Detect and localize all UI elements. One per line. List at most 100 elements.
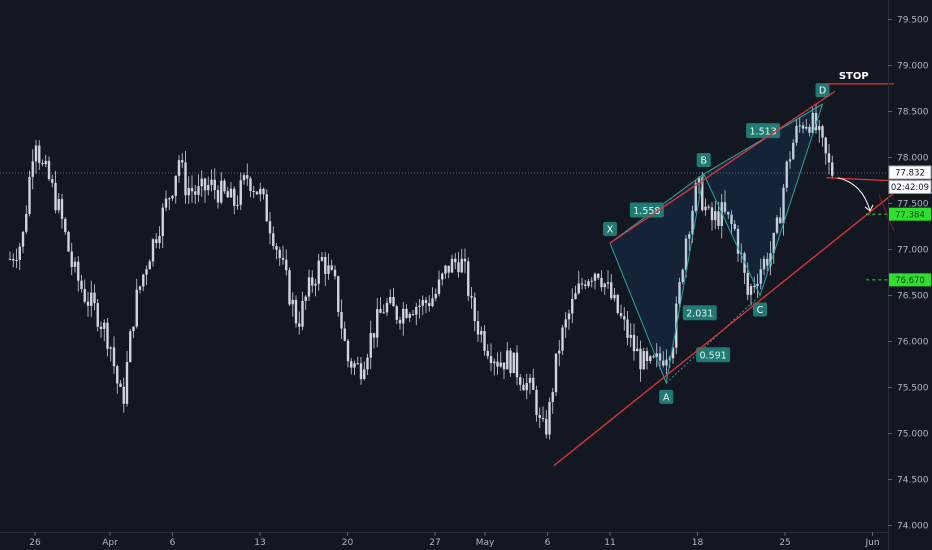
candle	[151, 238, 155, 267]
candle	[255, 191, 259, 196]
candle	[483, 325, 486, 356]
candle	[541, 406, 545, 422]
candle	[515, 345, 519, 386]
candle	[353, 360, 356, 376]
candle	[762, 255, 766, 276]
candle	[522, 378, 525, 391]
candle	[590, 277, 593, 288]
candle	[532, 368, 535, 391]
candle	[135, 278, 138, 329]
candle	[587, 279, 590, 288]
candle	[476, 310, 480, 342]
candle	[434, 288, 437, 302]
candle	[203, 177, 207, 203]
svg-text:2.031: 2.031	[686, 309, 713, 320]
candle	[301, 291, 304, 331]
candle	[385, 298, 389, 317]
price-tags: 77.832 02:42:09 77.384 76.670	[888, 165, 932, 287]
candle	[96, 298, 99, 332]
candle	[376, 298, 379, 348]
candle	[366, 353, 369, 375]
candle	[155, 233, 158, 249]
ratio-label: 2.031	[682, 305, 717, 321]
x-tick-label: Apr	[102, 538, 118, 548]
candle	[782, 183, 785, 236]
candle	[688, 231, 691, 251]
candle	[112, 336, 116, 374]
candle	[8, 251, 12, 261]
x-tick-label: 26	[29, 538, 41, 548]
candle	[493, 358, 496, 376]
candle	[122, 377, 125, 413]
candle	[636, 336, 639, 352]
pattern-point-c: C	[753, 302, 767, 317]
candle	[317, 253, 320, 291]
x-tick-label: 27	[429, 538, 440, 548]
candle	[470, 286, 473, 309]
candle	[119, 380, 122, 388]
candle	[714, 200, 717, 230]
candle	[158, 226, 161, 249]
y-tick-label: 76.000	[897, 338, 929, 348]
candle	[610, 274, 613, 301]
candle	[681, 268, 684, 285]
candle	[177, 155, 181, 183]
candle	[441, 272, 444, 286]
candle	[415, 302, 418, 326]
candle	[265, 189, 268, 222]
candle	[356, 356, 359, 365]
candle	[21, 230, 25, 254]
svg-text:02:42:09: 02:42:09	[891, 183, 929, 193]
candle	[57, 193, 60, 214]
candle	[821, 124, 824, 147]
candle	[450, 254, 454, 273]
candle	[437, 270, 441, 297]
candle	[41, 159, 44, 167]
candle	[571, 288, 574, 324]
candle	[642, 347, 645, 370]
price-axis[interactable]: 74.000 74.500 75.000 75.500 76.000 76.500 77.0…	[888, 0, 929, 550]
candle	[548, 397, 551, 440]
candle	[710, 202, 714, 231]
candle	[411, 309, 415, 316]
candle	[766, 252, 769, 271]
candle	[73, 257, 77, 273]
candle	[535, 385, 538, 422]
y-tick-label: 74.500	[897, 476, 929, 486]
candle	[132, 326, 135, 339]
candle	[577, 270, 580, 295]
candle	[584, 279, 587, 290]
svg-text:76.670: 76.670	[895, 276, 925, 286]
stop-label: STOP	[839, 71, 869, 82]
candle	[756, 273, 759, 298]
time-axis[interactable]: 26 Apr 6 13 20 27 May 6 11 18 25 Jun	[0, 532, 888, 548]
candle	[28, 170, 31, 217]
candle	[678, 277, 681, 308]
candle	[285, 249, 288, 276]
candle	[116, 364, 119, 394]
candle	[506, 341, 509, 370]
candles-layer	[8, 103, 834, 440]
trendlines-layer: STOP	[553, 71, 899, 467]
candle	[314, 278, 317, 297]
short-arrow-line	[878, 194, 895, 232]
candle	[616, 294, 619, 315]
svg-text:A: A	[663, 392, 670, 403]
candle	[623, 307, 626, 331]
ratio-label: 1.558	[629, 202, 664, 218]
candle	[528, 373, 532, 395]
candle	[727, 211, 730, 220]
candle	[190, 175, 194, 203]
candle	[187, 176, 190, 204]
target-1-tag: 77.384	[889, 207, 931, 221]
x-tick-label: 18	[692, 538, 704, 548]
x-tick-label: 11	[604, 538, 615, 548]
candle	[103, 319, 106, 342]
candle	[665, 349, 668, 375]
candle	[457, 252, 460, 278]
candle	[184, 150, 187, 204]
candle	[574, 285, 577, 300]
candle	[733, 220, 736, 231]
candle	[655, 342, 658, 368]
